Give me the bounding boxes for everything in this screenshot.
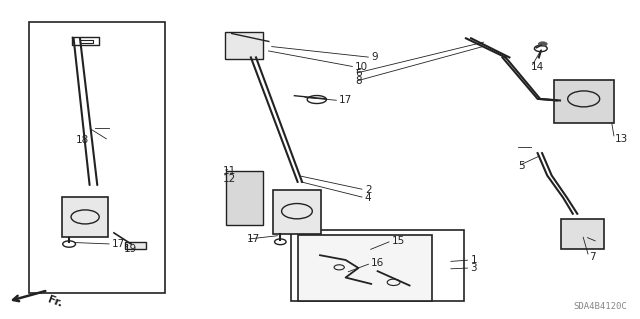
Circle shape <box>538 42 547 46</box>
FancyBboxPatch shape <box>62 197 108 237</box>
Text: Fr.: Fr. <box>46 294 63 308</box>
Text: 3: 3 <box>470 263 477 273</box>
Text: 12: 12 <box>223 174 236 184</box>
Text: 10: 10 <box>355 62 369 72</box>
Text: 6: 6 <box>355 68 362 78</box>
Text: 19: 19 <box>124 244 137 254</box>
Text: 2: 2 <box>365 185 371 195</box>
Text: 7: 7 <box>589 252 595 262</box>
Text: 4: 4 <box>365 193 371 203</box>
FancyBboxPatch shape <box>554 80 614 123</box>
Text: 18: 18 <box>76 135 89 145</box>
Text: 11: 11 <box>223 166 236 176</box>
Text: SDA4B4120C: SDA4B4120C <box>573 302 627 311</box>
FancyBboxPatch shape <box>561 219 604 249</box>
FancyBboxPatch shape <box>226 171 263 225</box>
Text: 17: 17 <box>112 239 125 249</box>
Text: 1: 1 <box>470 255 477 265</box>
FancyBboxPatch shape <box>125 242 146 249</box>
Text: 9: 9 <box>371 52 378 63</box>
Text: 5: 5 <box>518 161 525 171</box>
Text: 8: 8 <box>355 76 362 86</box>
Text: 17: 17 <box>339 95 353 106</box>
Text: 16: 16 <box>371 258 385 268</box>
FancyBboxPatch shape <box>298 235 432 301</box>
Text: 17: 17 <box>246 234 260 244</box>
Text: 15: 15 <box>392 236 405 246</box>
Text: 14: 14 <box>531 62 545 72</box>
FancyBboxPatch shape <box>273 190 321 234</box>
FancyBboxPatch shape <box>225 32 263 59</box>
Text: 13: 13 <box>614 134 628 144</box>
